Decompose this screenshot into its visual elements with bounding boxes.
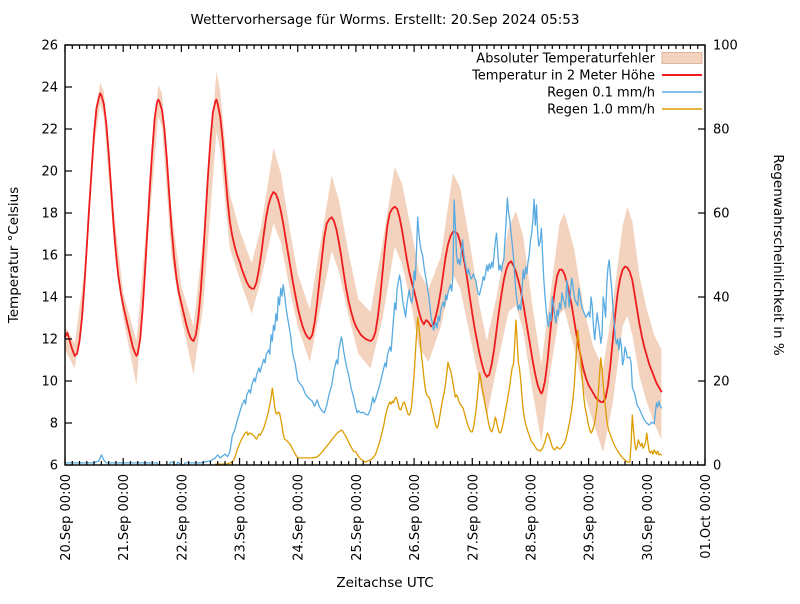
- y-left-tick-label: 26: [41, 39, 58, 54]
- y-left-tick-label: 18: [41, 207, 58, 222]
- data-series: [64, 92, 663, 466]
- y-axis-title-left: Temperatur °Celsius: [6, 187, 22, 324]
- y-right-tick-label: 100: [713, 39, 738, 54]
- legend-entry-rain-10: Regen 1.0 mm/h: [547, 103, 702, 118]
- x-tick-label: 27.Sep 00:00: [466, 474, 481, 561]
- legend-entry-temperature-2m: Temperatur in 2 Meter Höhe: [471, 69, 702, 84]
- x-tick-label: 29.Sep 00:00: [583, 474, 598, 561]
- x-tick-label: 25.Sep 00:00: [350, 474, 365, 561]
- y-left-tick-label: 8: [50, 417, 58, 432]
- y-left-tick-label: 24: [41, 81, 58, 96]
- series-line-temperature: [64, 92, 663, 403]
- x-tick-label: 20.Sep 00:00: [59, 474, 74, 561]
- temperature-error-band: [65, 71, 662, 453]
- y-axis-title-right: Regenwahrscheinlichkeit in %: [770, 154, 786, 356]
- y-left-tick-label: 6: [50, 459, 58, 474]
- y-right-tick-label: 80: [713, 123, 730, 138]
- series-line-rain01: [64, 197, 663, 466]
- y-right-tick-label: 0: [713, 459, 721, 474]
- y-left-tick-label: 22: [41, 123, 58, 138]
- y-left-tick-label: 14: [41, 291, 58, 306]
- x-tick-label: 30.Sep 00:00: [641, 474, 656, 561]
- y-right-tick-label: 60: [713, 207, 730, 222]
- legend-entry-rain-01: Regen 0.1 mm/h: [547, 86, 702, 101]
- x-tick-label: 01.Oct 00:00: [699, 474, 714, 559]
- axes: [64, 44, 706, 466]
- y-left-tick-label: 12: [41, 333, 58, 348]
- x-tick-label: 24.Sep 00:00: [292, 474, 307, 561]
- x-tick-label: 28.Sep 00:00: [524, 474, 539, 561]
- y-left-tick-label: 16: [41, 249, 58, 264]
- legend-label-temperature-2m: Temperatur in 2 Meter Höhe: [471, 69, 655, 84]
- legend-label-temperature-error-band: Absoluter Temperaturfehler: [476, 52, 655, 67]
- y-right-tick-label: 20: [713, 375, 730, 390]
- tick-labels: 6 8 10 12 14 16 18 20 22 24 26 0 20 40 60 80 100 20.Sep 0…: [41, 39, 737, 561]
- series-line-rain10: [214, 316, 663, 465]
- chart-title: Wettervorhersage für Worms. Erstellt: 20…: [191, 12, 580, 28]
- x-tick-label: 22.Sep 00:00: [175, 474, 190, 561]
- x-tick-label: 26.Sep 00:00: [408, 474, 423, 561]
- legend-swatch-temperature-error-band: [661, 52, 703, 64]
- temperature-error-area: [65, 71, 662, 453]
- legend-entry-temperature-error-band: Absoluter Temperaturfehler: [476, 52, 703, 67]
- y-left-tick-label: 10: [41, 375, 58, 390]
- x-tick-label: 23.Sep 00:00: [234, 474, 249, 561]
- x-axis-title: Zeitachse UTC: [336, 575, 433, 591]
- chart-legend: Absoluter Temperaturfehler Temperatur in …: [471, 52, 703, 118]
- y-left-tick-label: 20: [41, 165, 58, 180]
- x-tick-label: 21.Sep 00:00: [117, 474, 132, 561]
- legend-label-rain-10: Regen 1.0 mm/h: [547, 103, 655, 118]
- y-right-tick-label: 40: [713, 291, 730, 306]
- legend-label-rain-01: Regen 0.1 mm/h: [547, 86, 655, 101]
